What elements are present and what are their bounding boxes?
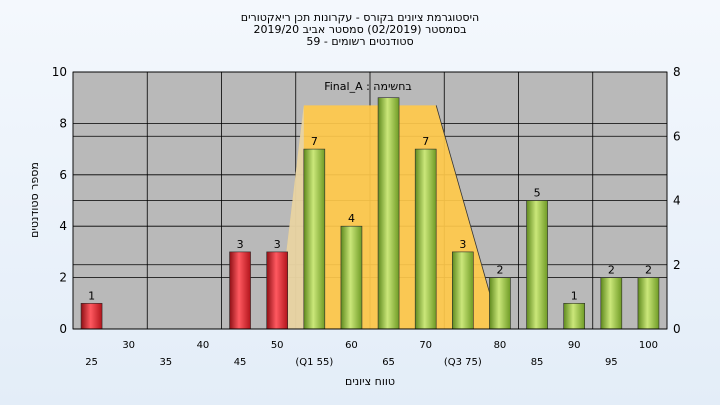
bar-label-90: 1 (571, 289, 578, 302)
x-tick-label-upper-2: 50 (271, 340, 284, 351)
y2-tick-label-2: 2 (673, 258, 681, 272)
chart-annotation: Final_A : בחשימה (324, 80, 412, 93)
bar-85 (526, 200, 548, 330)
x-tick-label-upper-5: 80 (494, 340, 507, 351)
x-tick-label-upper-0: 30 (122, 340, 135, 351)
chart-title-line-2: בסמסטר (02/2019) סמסטר אביב 2019/20 (253, 23, 467, 36)
bar-label-80: 2 (496, 264, 503, 277)
bar-75 (452, 251, 474, 330)
bar-65 (377, 97, 400, 330)
y-tick-label-0: 0 (59, 322, 67, 336)
y2-tick-label-8: 8 (673, 65, 681, 79)
x-tick-label-upper-3: 60 (345, 340, 358, 351)
bar-label-50: 3 (274, 238, 281, 251)
x-tick-label-lower-2: 45 (234, 357, 247, 368)
x-tick-label-lower-6: 85 (531, 357, 544, 368)
chart-title-line-1: היסטוגרמת ציונים בקורס - עקרונות תכן ריא… (240, 11, 480, 24)
bar-label-55: 7 (311, 135, 318, 148)
chart-title-line-3: סטודנטים רשומים - 59 (306, 35, 414, 48)
x-tick-label-lower-5: (Q3 75) (444, 357, 482, 368)
bar-100 (637, 277, 660, 330)
x-axis-label: טווח ציונים (345, 375, 395, 388)
bar-label-70: 7 (422, 135, 429, 148)
bar-55 (303, 148, 326, 330)
bar-label-75: 3 (459, 238, 466, 251)
x-tick-label-upper-7: 100 (639, 340, 658, 351)
x-tick-label-upper-1: 40 (197, 340, 210, 351)
bar-50 (266, 251, 288, 330)
x-tick-label-lower-0: 25 (85, 357, 98, 368)
bar-label-25: 1 (88, 289, 95, 302)
y2-tick-label-0: 0 (673, 322, 681, 336)
x-tick-label-lower-3: (Q1 55) (295, 357, 333, 368)
y-tick-label-2: 2 (59, 271, 67, 285)
y-tick-label-6: 6 (59, 168, 67, 182)
x-tick-label-upper-4: 70 (419, 340, 432, 351)
bar-label-95: 2 (608, 264, 615, 277)
bar-label-85: 5 (534, 187, 541, 200)
y-tick-label-8: 8 (59, 116, 67, 130)
x-tick-label-upper-6: 90 (568, 340, 581, 351)
y-axis-label: מספר סטודנטים (28, 162, 41, 238)
bar-label-45: 3 (237, 238, 244, 251)
y2-tick-label-4: 4 (673, 194, 681, 208)
bar-45 (229, 251, 251, 330)
y-tick-label-10: 10 (52, 65, 67, 79)
x-tick-label-lower-4: 65 (382, 357, 395, 368)
y2-tick-label-6: 6 (673, 129, 681, 143)
bar-label-60: 4 (348, 212, 355, 225)
x-tick-label-lower-7: 95 (605, 357, 618, 368)
bar-label-100: 2 (645, 264, 652, 277)
x-tick-label-lower-1: 35 (159, 357, 172, 368)
bar-90 (563, 302, 585, 330)
bars: 1 3 3 7 4 7 3 2 5 1 2 2 (80, 97, 660, 330)
y-tick-label-4: 4 (59, 219, 67, 233)
bar-60 (340, 225, 363, 330)
bar-80 (489, 277, 511, 330)
bar-25 (80, 302, 103, 330)
bar-95 (600, 277, 623, 330)
bar-70 (414, 148, 437, 330)
